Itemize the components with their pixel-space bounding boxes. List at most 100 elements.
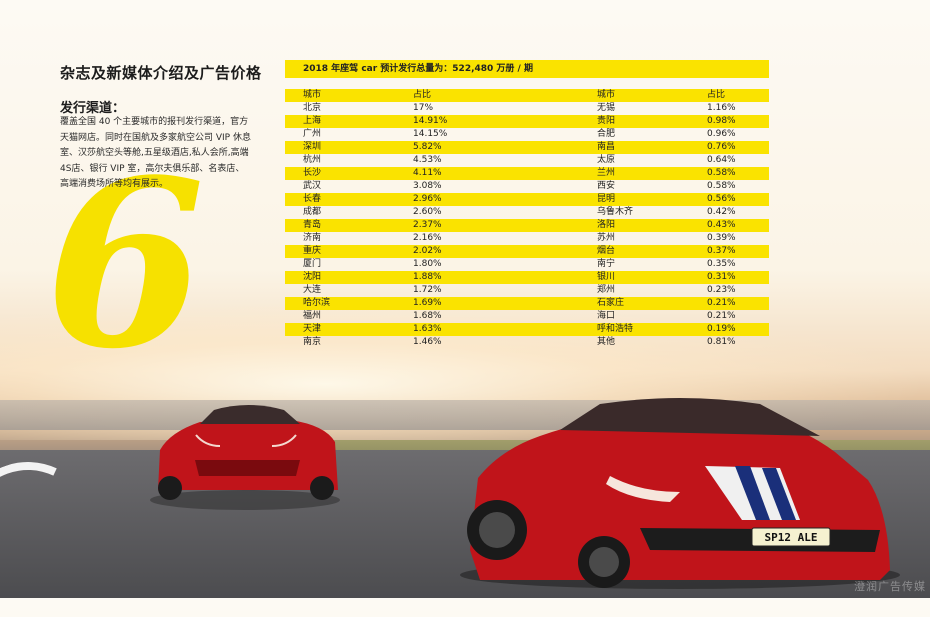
share-cell: 4.53% [413, 155, 442, 165]
table-header: 2018 年座驾 car 预计发行总量为：522,480 万册 / 期 [285, 60, 769, 78]
city-cell: 乌鲁木齐 [597, 207, 634, 217]
table-row: 天津 1.63% 呼和浩特 0.19% [285, 323, 769, 336]
share-cell: 0.31% [707, 272, 736, 282]
city-cell: 无锡 [597, 103, 616, 113]
table-row: 上海 14.91% 贵阳 0.98% [285, 115, 769, 128]
table-row: 广州 14.15% 合肥 0.96% [285, 128, 769, 141]
city-cell: 呼和浩特 [597, 324, 634, 334]
ferrari-cars-illustration: SP12 ALE [150, 398, 900, 589]
share-cell: 0.37% [707, 246, 736, 256]
share-cell: 4.11% [413, 168, 442, 178]
share-cell: 1.72% [413, 285, 442, 295]
share-cell: 0.64% [707, 155, 736, 165]
section-subtitle: 发行渠道： [60, 101, 126, 116]
city-cell: 北京 [303, 103, 322, 113]
share-cell: 0.81% [707, 337, 736, 347]
table-row: 重庆 2.02% 烟台 0.37% [285, 245, 769, 258]
city-cell: 广州 [303, 129, 322, 139]
city-cell: 天津 [303, 324, 322, 334]
city-cell: 洛阳 [597, 220, 616, 230]
city-cell: 大连 [303, 285, 322, 295]
share-cell: 5.82% [413, 142, 442, 152]
column-header: 占比 [707, 90, 726, 100]
share-cell: 0.43% [707, 220, 736, 230]
license-plate: SP12 ALE [765, 531, 818, 544]
share-cell: 0.58% [707, 168, 736, 178]
column-header: 城市 [597, 90, 616, 100]
share-cell: 0.96% [707, 129, 736, 139]
share-cell: 1.68% [413, 311, 442, 321]
table-row: 长沙 4.11% 兰州 0.58% [285, 167, 769, 180]
share-cell: 14.15% [413, 129, 448, 139]
share-cell: 0.21% [707, 298, 736, 308]
left-ferrari [150, 405, 340, 510]
city-cell: 南京 [303, 337, 322, 347]
city-cell: 重庆 [303, 246, 322, 256]
share-cell: 1.63% [413, 324, 442, 334]
city-cell: 成都 [303, 207, 322, 217]
city-cell: 南昌 [597, 142, 616, 152]
city-cell: 太原 [597, 155, 616, 165]
city-cell: 武汉 [303, 181, 322, 191]
share-cell: 1.46% [413, 337, 442, 347]
city-cell: 深圳 [303, 142, 322, 152]
distribution-description: 覆盖全国 40 个主要城市的报刊发行渠道，官方天猫网店。同时在国航及多家航空公司… [60, 117, 251, 189]
share-cell: 0.23% [707, 285, 736, 295]
distribution-table: 2018 年座驾 car 预计发行总量为：522,480 万册 / 期 城市 占… [285, 60, 769, 349]
big-page-number: 6 [45, 130, 206, 400]
table-row: 厦门 1.80% 南宁 0.35% [285, 258, 769, 271]
column-header: 占比 [413, 90, 432, 100]
share-cell: 2.60% [413, 207, 442, 217]
table-body: 北京 17% 无锡 1.16% 上海 14.91% 贵阳 0.98% 广州 14.15% 合肥 0.9… [285, 102, 769, 349]
share-cell: 0.76% [707, 142, 736, 152]
share-cell: 0.42% [707, 207, 736, 217]
share-cell: 0.98% [707, 116, 736, 126]
share-cell: 0.35% [707, 259, 736, 269]
table-row: 杭州 4.53% 太原 0.64% [285, 154, 769, 167]
share-cell: 1.69% [413, 298, 442, 308]
table-row: 南京 1.46% 其他 0.81% [285, 336, 769, 349]
table-row: 北京 17% 无锡 1.16% [285, 102, 769, 115]
right-ferrari: SP12 ALE [460, 398, 900, 589]
city-cell: 其他 [597, 337, 616, 347]
table-row: 沈阳 1.88% 银川 0.31% [285, 271, 769, 284]
share-cell: 0.56% [707, 194, 736, 204]
city-cell: 长春 [303, 194, 322, 204]
city-cell: 长沙 [303, 168, 322, 178]
share-cell: 0.19% [707, 324, 736, 334]
share-cell: 0.58% [707, 181, 736, 191]
table-row: 青岛 2.37% 洛阳 0.43% [285, 219, 769, 232]
column-header: 城市 [303, 90, 322, 100]
city-cell: 沈阳 [303, 272, 322, 282]
city-cell: 兰州 [597, 168, 616, 178]
share-cell: 1.88% [413, 272, 442, 282]
share-cell: 3.08% [413, 181, 442, 191]
city-cell: 银川 [597, 272, 616, 282]
city-cell: 厦门 [303, 259, 322, 269]
city-cell: 西安 [597, 181, 616, 191]
city-cell: 郑州 [597, 285, 616, 295]
table-row: 深圳 5.82% 南昌 0.76% [285, 141, 769, 154]
city-cell: 苏州 [597, 233, 616, 243]
share-cell: 0.21% [707, 311, 736, 321]
city-cell: 上海 [303, 116, 322, 126]
city-cell: 石家庄 [597, 298, 625, 308]
city-cell: 杭州 [303, 155, 322, 165]
share-cell: 2.02% [413, 246, 442, 256]
table-row: 成都 2.60% 乌鲁木齐 0.42% [285, 206, 769, 219]
table-row: 武汉 3.08% 西安 0.58% [285, 180, 769, 193]
share-cell: 2.16% [413, 233, 442, 243]
share-cell: 2.37% [413, 220, 442, 230]
share-cell: 1.80% [413, 259, 442, 269]
city-cell: 海口 [597, 311, 616, 321]
city-cell: 福州 [303, 311, 322, 321]
table-column-headers: 城市 占比 城市 占比 [285, 89, 769, 102]
watermark: 澄润广告传媒 [854, 580, 926, 593]
table-row: 福州 1.68% 海口 0.21% [285, 310, 769, 323]
share-cell: 17% [413, 103, 434, 113]
share-cell: 14.91% [413, 116, 448, 126]
city-cell: 济南 [303, 233, 322, 243]
city-cell: 青岛 [303, 220, 322, 230]
table-row: 长春 2.96% 昆明 0.56% [285, 193, 769, 206]
city-cell: 哈尔滨 [303, 298, 331, 308]
